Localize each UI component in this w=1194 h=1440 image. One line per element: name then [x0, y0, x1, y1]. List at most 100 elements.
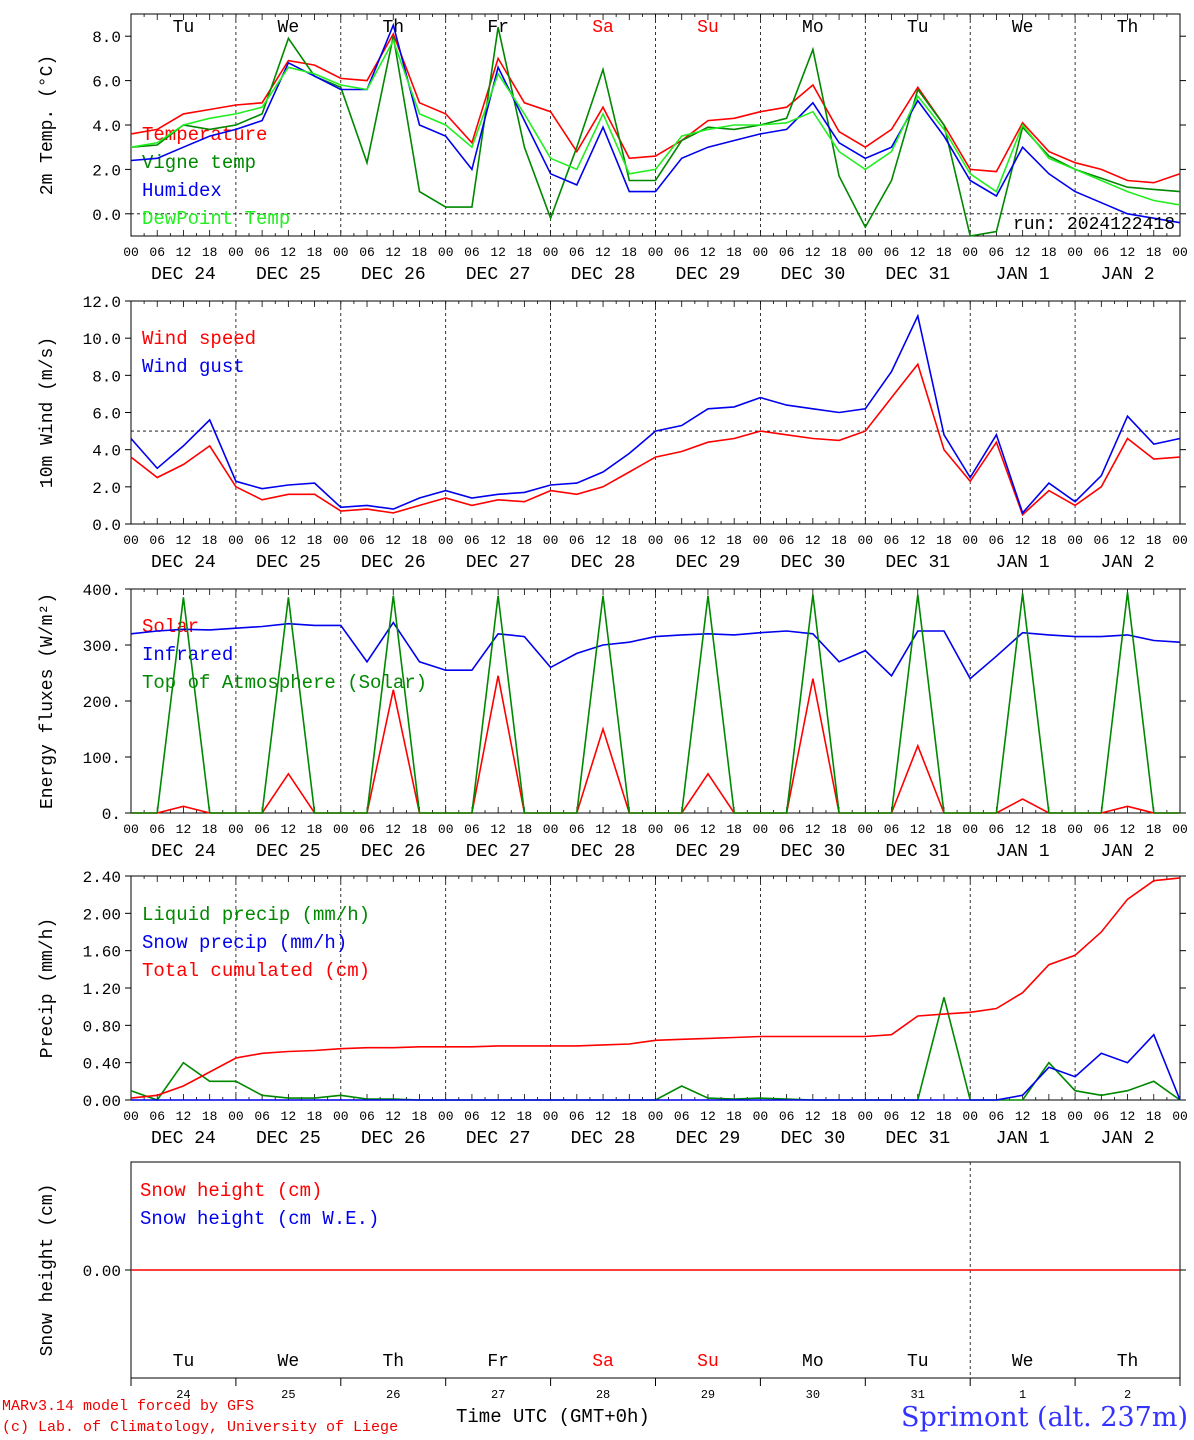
- hour-label: 18: [726, 533, 742, 548]
- day-abbr: We: [278, 1352, 300, 1372]
- hour-label: 18: [936, 1109, 952, 1124]
- hour-label: 18: [831, 245, 847, 260]
- date-label: DEC 28: [571, 1129, 636, 1149]
- hour-label: 06: [779, 533, 795, 548]
- hour-label: 06: [464, 245, 480, 260]
- date-label: JAN 1: [996, 842, 1050, 862]
- y-tick-label: 300.: [83, 638, 121, 656]
- hour-label: 00: [333, 822, 349, 837]
- y-tick-label: 0.: [102, 806, 121, 824]
- hour-label: 12: [281, 1109, 297, 1124]
- hour-label: 18: [936, 245, 952, 260]
- date-label: DEC 25: [256, 553, 321, 573]
- hour-label: 12: [700, 245, 716, 260]
- hour-label: 12: [910, 245, 926, 260]
- hour-label: 00: [228, 1109, 244, 1124]
- hour-label: 06: [464, 822, 480, 837]
- hour-label: 12: [281, 533, 297, 548]
- legend-entry: Solar: [142, 616, 199, 638]
- hour-label: 18: [1146, 533, 1162, 548]
- y-tick-label: 8.0: [92, 29, 121, 47]
- day-number: 24: [176, 1388, 190, 1402]
- day-abbr: We: [1012, 1352, 1034, 1372]
- date-label: DEC 25: [256, 842, 321, 862]
- series-line: [130, 38, 1181, 206]
- day-abbr: We: [278, 18, 300, 38]
- y-tick-label: 200.: [83, 694, 121, 712]
- y-tick-label: 10.0: [83, 331, 121, 349]
- day-abbr: Sa: [592, 1352, 614, 1372]
- hour-label: 18: [1041, 533, 1057, 548]
- hour-label: 18: [936, 822, 952, 837]
- hour-label: 12: [176, 533, 192, 548]
- hour-label: 06: [254, 822, 270, 837]
- hour-label: 06: [674, 245, 690, 260]
- date-label: DEC 29: [676, 553, 741, 573]
- hour-label: 12: [1120, 533, 1136, 548]
- y-tick-label: 8.0: [92, 368, 121, 386]
- legend-entry: Infrared: [142, 644, 233, 666]
- y-axis-label: 2m Temp. (°C): [38, 55, 58, 195]
- hour-label: 18: [202, 533, 218, 548]
- hour-label: 00: [857, 245, 873, 260]
- hour-label: 00: [648, 822, 664, 837]
- hour-label: 18: [517, 245, 533, 260]
- day-abbr: Th: [382, 1352, 404, 1372]
- hour-label: 18: [726, 1109, 742, 1124]
- y-axis-label: Precip (mm/h): [38, 918, 58, 1058]
- hour-label: 18: [831, 1109, 847, 1124]
- hour-label: 12: [385, 533, 401, 548]
- plot-frame: [130, 300, 1181, 525]
- day-number: 26: [386, 1388, 400, 1402]
- date-label: DEC 30: [780, 553, 845, 573]
- hour-label: 00: [333, 245, 349, 260]
- legend-entry: Snow height (cm): [140, 1180, 322, 1202]
- plot-frame: [130, 588, 1181, 814]
- y-tick-label: 1.20: [83, 981, 121, 999]
- date-label: JAN 2: [1101, 265, 1155, 285]
- y-tick-label: 6.0: [92, 74, 121, 92]
- y-tick-label: 0.40: [83, 1056, 121, 1074]
- day-number: 29: [701, 1388, 715, 1402]
- x-axis-title: Time UTC (GMT+0h): [456, 1406, 650, 1428]
- hour-label: 00: [543, 245, 559, 260]
- hour-label: 00: [962, 533, 978, 548]
- series-line: [130, 877, 1181, 1099]
- date-label: JAN 2: [1101, 842, 1155, 862]
- date-label: JAN 1: [996, 1129, 1050, 1149]
- date-label: JAN 1: [996, 265, 1050, 285]
- hour-label: 18: [307, 822, 323, 837]
- hour-label: 00: [753, 1109, 769, 1124]
- hour-label: 06: [569, 245, 585, 260]
- hour-label: 06: [254, 245, 270, 260]
- hour-label: 12: [490, 533, 506, 548]
- y-tick-label: 0.0: [92, 207, 121, 225]
- date-label: DEC 29: [676, 842, 741, 862]
- hour-label: 12: [385, 1109, 401, 1124]
- y-tick-label: 6.0: [92, 406, 121, 424]
- y-tick-label: 100.: [83, 750, 121, 768]
- day-abbr: Tu: [173, 18, 195, 38]
- date-label: DEC 27: [466, 265, 531, 285]
- hour-label: 00: [648, 1109, 664, 1124]
- hour-label: 12: [1120, 822, 1136, 837]
- day-abbr: Tu: [173, 1352, 195, 1372]
- hour-label: 00: [1172, 1109, 1188, 1124]
- date-label: DEC 28: [571, 842, 636, 862]
- hour-label: 12: [176, 1109, 192, 1124]
- hour-label: 12: [490, 1109, 506, 1124]
- hour-label: 12: [910, 533, 926, 548]
- legend-entry: Vigne temp: [142, 152, 256, 174]
- hour-label: 12: [1015, 1109, 1031, 1124]
- y-tick-label: 400.: [83, 582, 121, 600]
- hour-label: 18: [517, 1109, 533, 1124]
- y-tick-label: 1.60: [83, 944, 121, 962]
- y-axis-label: Snow height (cm): [38, 1184, 58, 1357]
- hour-label: 12: [176, 822, 192, 837]
- hour-label: 18: [307, 533, 323, 548]
- date-label: DEC 26: [361, 1129, 426, 1149]
- hour-label: 06: [149, 822, 165, 837]
- hour-label: 18: [412, 245, 428, 260]
- legend-entry: Top of Atmosphere (Solar): [142, 672, 427, 694]
- hour-label: 18: [412, 822, 428, 837]
